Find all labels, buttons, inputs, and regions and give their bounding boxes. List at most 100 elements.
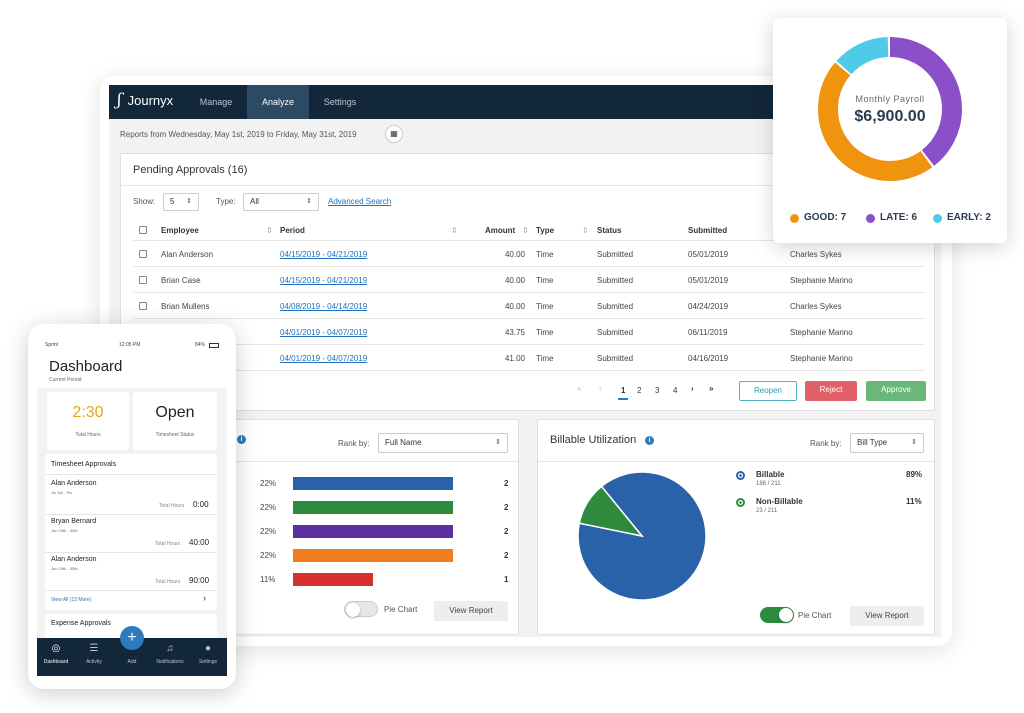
battery-icon bbox=[209, 343, 219, 348]
rank-by-select[interactable]: Full Name ⇕ bbox=[378, 433, 508, 453]
col-type[interactable]: Type bbox=[536, 226, 555, 235]
row-checkbox[interactable] bbox=[139, 302, 147, 310]
info-icon[interactable]: i bbox=[237, 435, 246, 444]
type-label: Type: bbox=[216, 197, 236, 206]
list-item[interactable]: Alan Anderson Jun 24th - 30th Total Hour… bbox=[45, 552, 217, 588]
timesheet-status-card[interactable]: Open Timesheet Status bbox=[133, 392, 217, 450]
billable-utilization-title: Billable Utilization bbox=[550, 434, 637, 446]
legend-good: GOOD: 7 bbox=[804, 212, 847, 223]
donut-segment-good[interactable] bbox=[817, 36, 963, 182]
bar[interactable] bbox=[293, 549, 453, 562]
tab-settings[interactable]: Settings bbox=[323, 97, 357, 107]
list-item[interactable]: Alan Anderson Jul 1st - 7th Total Hours … bbox=[45, 476, 217, 512]
bar[interactable] bbox=[293, 501, 453, 514]
page-4-button[interactable]: 4 bbox=[673, 386, 678, 395]
tab-analyze[interactable]: Analyze bbox=[247, 85, 309, 119]
tab-dashboard[interactable]: ◎ Dashboard bbox=[37, 638, 75, 676]
mobile-phone: Sprint 12:05 PM 84% Dashboard Current Pe… bbox=[28, 324, 236, 689]
donut-segment-late[interactable] bbox=[818, 37, 962, 181]
first-page-button[interactable]: « bbox=[577, 384, 582, 393]
cell-submitted: 04/16/2019 bbox=[688, 354, 729, 363]
reopen-button[interactable]: Reopen bbox=[739, 381, 797, 401]
tab-add[interactable]: + Add bbox=[113, 638, 151, 676]
table-row[interactable]: 04/01/2019 - 04/07/2019 43.75 Time Submi… bbox=[133, 318, 925, 344]
view-report-button[interactable]: View Report bbox=[850, 606, 924, 626]
page-1-button[interactable]: 1 bbox=[618, 386, 629, 400]
dashboard-icon: ◎ bbox=[51, 643, 61, 654]
sort-icon[interactable]: ⇕ bbox=[522, 226, 529, 235]
legend-dot bbox=[736, 471, 745, 480]
select-all-checkbox[interactable] bbox=[139, 226, 147, 234]
sort-icon[interactable]: ⇕ bbox=[266, 226, 273, 235]
col-submitted[interactable]: Submitted bbox=[688, 226, 728, 235]
add-button[interactable]: + bbox=[120, 626, 144, 650]
hours-value: 40:00 bbox=[189, 538, 210, 547]
cell-submitted: 05/01/2019 bbox=[688, 250, 729, 259]
cell-period-link[interactable]: 04/01/2019 - 04/07/2019 bbox=[280, 328, 368, 337]
bar[interactable] bbox=[293, 525, 453, 538]
info-icon[interactable]: i bbox=[645, 436, 654, 445]
calendar-icon[interactable]: ▦ bbox=[385, 125, 403, 143]
cell-type: Time bbox=[536, 250, 554, 259]
sort-caret-icon: ⇕ bbox=[911, 439, 917, 446]
sort-icon[interactable]: ⇕ bbox=[582, 226, 589, 235]
show-select[interactable]: 5 ⇕ bbox=[163, 193, 199, 211]
approve-button[interactable]: Approve bbox=[866, 381, 926, 401]
table-row[interactable]: 04/01/2019 - 04/07/2019 41.00 Time Submi… bbox=[133, 344, 925, 370]
tab-manage[interactable]: Manage bbox=[199, 97, 233, 107]
col-amount[interactable]: Amount bbox=[485, 226, 516, 235]
bar[interactable] bbox=[293, 477, 453, 490]
page-2-button[interactable]: 2 bbox=[637, 386, 642, 395]
bar[interactable] bbox=[293, 573, 373, 586]
table-row[interactable]: Brian Case 04/15/2019 - 04/21/2019 40.00… bbox=[133, 266, 925, 292]
tab-notifications[interactable]: ♫ Notifications bbox=[151, 638, 189, 676]
col-period[interactable]: Period bbox=[280, 226, 305, 235]
page-3-button[interactable]: 3 bbox=[655, 386, 660, 395]
battery-level: 84% bbox=[195, 342, 206, 348]
phone-tab-bar: ◎ Dashboard ☰ Activity + Add ♫ Notificat… bbox=[37, 638, 227, 676]
cell-status: Submitted bbox=[597, 302, 634, 311]
rank-by-select[interactable]: Bill Type ⇕ bbox=[850, 433, 924, 453]
cell-period-link[interactable]: 04/15/2019 - 04/21/2019 bbox=[280, 250, 368, 259]
col-employee[interactable]: Employee bbox=[161, 226, 199, 235]
tab-activity[interactable]: ☰ Activity bbox=[75, 638, 113, 676]
cell-period-link[interactable]: 04/01/2019 - 04/07/2019 bbox=[280, 354, 368, 363]
bar-percent-label: 22% bbox=[260, 503, 277, 512]
cell-period-link[interactable]: 04/08/2019 - 04/14/2019 bbox=[280, 302, 368, 311]
col-status[interactable]: Status bbox=[597, 226, 622, 235]
type-select[interactable]: All ⇕ bbox=[243, 193, 319, 211]
pie-chart-toggle[interactable] bbox=[344, 601, 378, 617]
list-item[interactable]: Bryan Bernard Jun 24th - 30th Total Hour… bbox=[45, 514, 217, 550]
cell-approver: Stephanie Marino bbox=[790, 328, 853, 337]
prev-page-button[interactable]: ‹ bbox=[599, 384, 602, 393]
table-row[interactable]: Brian Mullens 04/08/2019 - 04/14/2019 40… bbox=[133, 292, 925, 318]
next-page-button[interactable]: › bbox=[691, 384, 694, 393]
sort-icon[interactable]: ⇕ bbox=[451, 226, 458, 235]
tab-settings-mobile[interactable]: ● Settings bbox=[189, 638, 227, 676]
brand-logo[interactable]: ʃ Journyx bbox=[117, 92, 173, 109]
view-report-button[interactable]: View Report bbox=[434, 601, 508, 621]
donut-segment-early[interactable] bbox=[817, 36, 963, 182]
pie-chart-toggle[interactable] bbox=[760, 607, 794, 623]
reject-button[interactable]: Reject bbox=[805, 381, 857, 401]
cell-type: Time bbox=[536, 276, 554, 285]
bell-icon: ♫ bbox=[166, 643, 174, 654]
show-select-value: 5 bbox=[170, 197, 175, 206]
cell-submitted: 04/24/2019 bbox=[688, 302, 729, 311]
legend-early: EARLY: 2 bbox=[947, 212, 991, 223]
pie-slice-non-billable[interactable] bbox=[578, 485, 644, 538]
divider bbox=[45, 552, 217, 553]
row-checkbox[interactable] bbox=[139, 250, 147, 258]
view-all-link[interactable]: View All (13 More) bbox=[51, 597, 92, 603]
table-row[interactable]: Alan Anderson 04/15/2019 - 04/21/2019 40… bbox=[133, 240, 925, 266]
total-hours-card[interactable]: 2:30 Total Hours bbox=[47, 392, 129, 450]
legend-name: Billable bbox=[756, 470, 785, 479]
divider bbox=[45, 590, 217, 591]
cell-period-link[interactable]: 04/15/2019 - 04/21/2019 bbox=[280, 276, 368, 285]
pending-approvals-panel: Pending Approvals (16) Show: 5 ⇕ Type: Al… bbox=[120, 153, 935, 411]
row-checkbox[interactable] bbox=[139, 276, 147, 284]
advanced-search-link[interactable]: Advanced Search bbox=[328, 197, 392, 206]
legend-dot bbox=[790, 214, 799, 223]
chevron-right-icon[interactable]: › bbox=[203, 593, 206, 603]
last-page-button[interactable]: » bbox=[709, 384, 714, 393]
